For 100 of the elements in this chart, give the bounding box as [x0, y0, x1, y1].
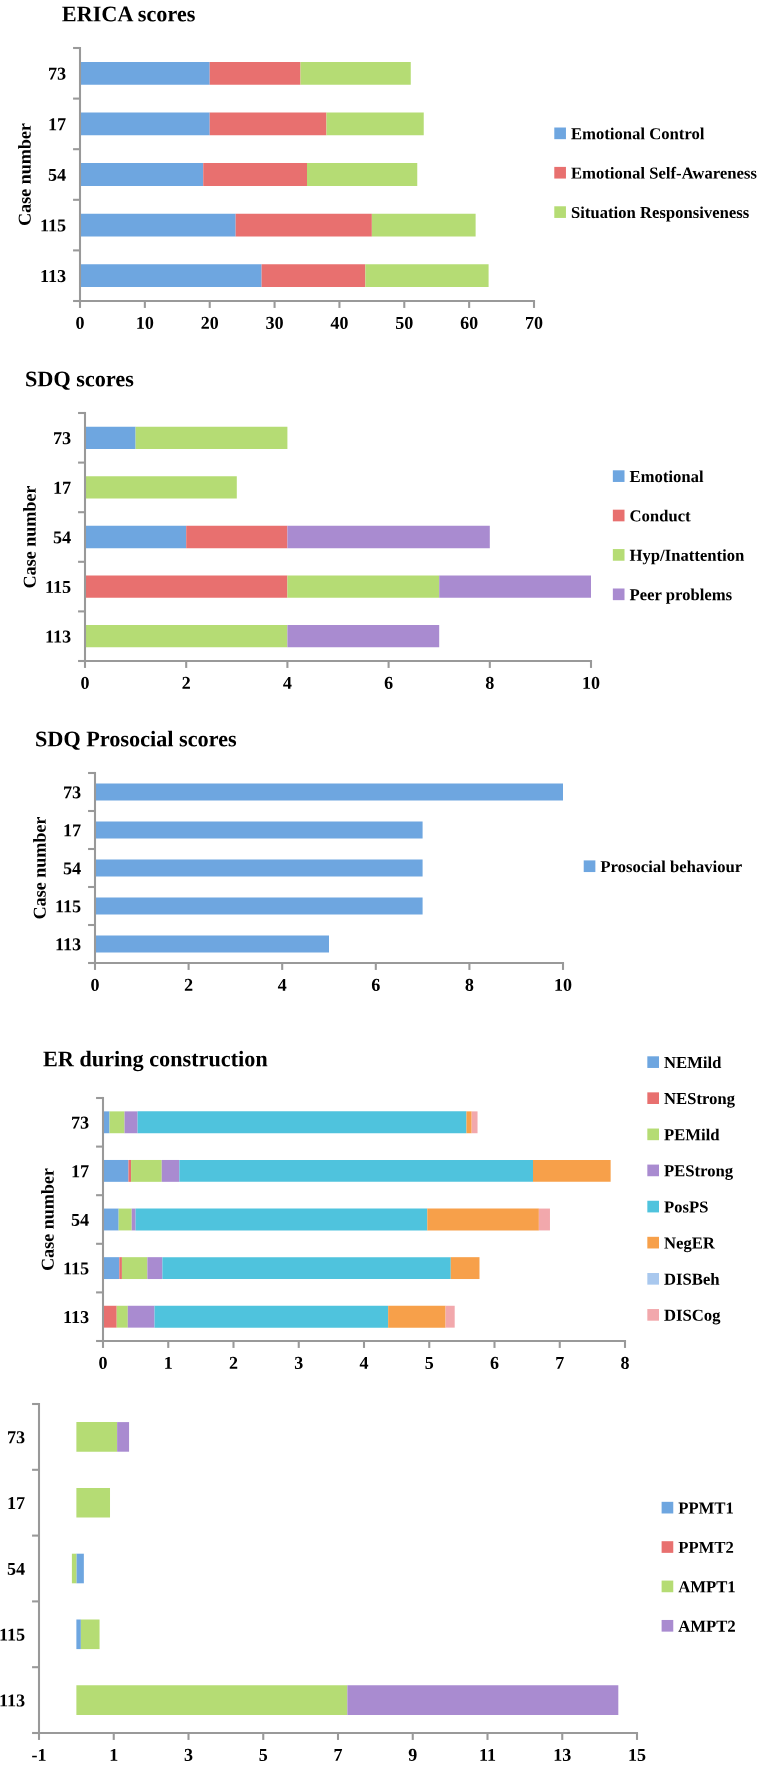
bar [162, 1257, 451, 1280]
bar [119, 1257, 122, 1280]
y-tick-label: 17 [49, 118, 66, 131]
x-tick-label: 8 [485, 676, 494, 689]
bar [127, 1305, 155, 1328]
y-tick-label: 113 [64, 1311, 89, 1324]
chart-title: SDQ scores [26, 371, 134, 390]
y-tick-label: 115 [41, 219, 66, 232]
bar [300, 61, 411, 85]
legend-label: PEStrong [664, 1165, 733, 1180]
legend-label: NEMild [664, 1056, 722, 1069]
x-tick-label: 30 [266, 316, 283, 329]
bar [203, 163, 307, 186]
y-tick-label: 54 [53, 531, 71, 544]
x-tick-label: 2 [182, 676, 190, 689]
x-tick-label: 4 [283, 676, 292, 689]
bar [147, 1257, 163, 1280]
bar [261, 264, 366, 288]
y-tick-label: 73 [72, 1116, 89, 1129]
bar [76, 1487, 111, 1518]
bar [95, 935, 329, 953]
x-tick-label: 6 [371, 978, 380, 991]
bar [533, 1159, 611, 1182]
y-tick-label: 73 [54, 432, 71, 445]
x-tick-label: 6 [490, 1356, 499, 1369]
bar [124, 1111, 138, 1134]
bar [76, 1553, 84, 1584]
legend-label: NegER [664, 1237, 716, 1253]
x-tick-label: 8 [621, 1356, 629, 1369]
legend-label: Conduct [630, 509, 691, 522]
legend-label: Emotional [629, 470, 704, 483]
bar [287, 525, 490, 549]
y-tick-label: 115 [46, 580, 71, 594]
x-tick-label: 5 [425, 1356, 434, 1369]
x-tick-label: 0 [81, 676, 89, 689]
x-tick-label: 70 [526, 316, 543, 329]
bar [179, 1159, 533, 1182]
x-tick-label: 15 [629, 1748, 646, 1761]
bar [80, 163, 204, 186]
x-tick-label: 5 [259, 1748, 268, 1761]
bar [80, 213, 236, 237]
legend-label: DISBeh [664, 1273, 720, 1285]
legend-label: PPMT1 [678, 1502, 733, 1514]
bar [103, 1208, 119, 1231]
y-tick-label: 113 [0, 1694, 25, 1707]
x-tick-label: 4 [359, 1356, 369, 1369]
chart-title: ER during construction [43, 1050, 268, 1072]
bar [76, 1619, 81, 1650]
y-tick-label: 113 [46, 630, 71, 643]
x-tick-label: 40 [330, 316, 348, 329]
y-tick-label: 113 [41, 270, 66, 283]
bar [118, 1208, 132, 1231]
y-tick-label: 73 [64, 786, 81, 799]
bar [209, 61, 301, 85]
x-tick-label: -1 [32, 1748, 46, 1761]
legend-label: Peer problems [629, 588, 732, 604]
x-tick-label: 4 [277, 978, 287, 991]
x-tick-label: 10 [583, 676, 600, 689]
x-tick-label: 20 [201, 316, 219, 329]
x-tick-label: 7 [334, 1748, 343, 1761]
y-tick-label: 17 [8, 1497, 25, 1509]
bar [85, 525, 187, 549]
bar [80, 112, 210, 136]
legend-label: Emotional Self-Awareness [571, 166, 757, 179]
bar [103, 1305, 117, 1328]
y-tick-label: 115 [0, 1628, 25, 1641]
bar [471, 1111, 478, 1134]
bar [128, 1159, 132, 1182]
x-tick-label: 0 [76, 316, 84, 329]
bar [95, 821, 423, 839]
bar [450, 1257, 480, 1280]
bar [103, 1111, 110, 1134]
bar [135, 1208, 428, 1231]
x-tick-label: 3 [294, 1356, 303, 1369]
bar [121, 1257, 148, 1280]
x-tick-label: 1 [165, 1356, 172, 1369]
bar [388, 1305, 446, 1328]
y-tick-label: 17 [54, 481, 71, 494]
bar [235, 213, 372, 237]
legend-label: NEStrong [664, 1092, 735, 1108]
x-tick-label: 7 [556, 1356, 564, 1369]
y-tick-label: 54 [71, 1213, 89, 1226]
y-tick-label: 54 [7, 1562, 25, 1575]
bar [85, 476, 237, 499]
x-tick-label: 0 [91, 978, 99, 991]
x-tick-label: 0 [99, 1356, 107, 1369]
y-tick-label: 54 [63, 862, 81, 875]
bar [76, 1685, 348, 1715]
chart-title: ERICA scores [62, 6, 195, 22]
bar [137, 1111, 467, 1134]
bar [347, 1685, 619, 1715]
y-tick-label: 113 [56, 938, 81, 951]
bar [154, 1305, 389, 1328]
bar [209, 112, 327, 136]
bar [117, 1422, 130, 1452]
bar [287, 575, 440, 598]
bar [131, 1159, 162, 1182]
legend-label: Situation Responsiveness [571, 206, 749, 222]
legend-label: Emotional Control [571, 127, 705, 140]
x-tick-label: 1 [110, 1748, 118, 1761]
